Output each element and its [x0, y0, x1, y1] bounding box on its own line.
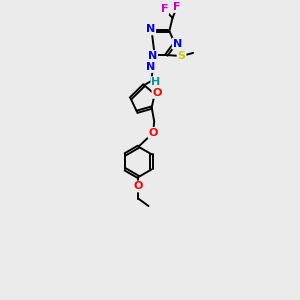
Text: N: N	[146, 62, 155, 72]
Text: O: O	[134, 182, 143, 191]
Text: H: H	[151, 77, 160, 87]
Text: N: N	[146, 24, 155, 34]
Text: S: S	[178, 51, 186, 61]
Text: N: N	[173, 39, 182, 49]
Text: F: F	[161, 4, 168, 14]
Text: F: F	[173, 2, 181, 12]
Text: O: O	[152, 88, 162, 98]
Text: N: N	[148, 51, 157, 61]
Text: O: O	[148, 128, 158, 138]
